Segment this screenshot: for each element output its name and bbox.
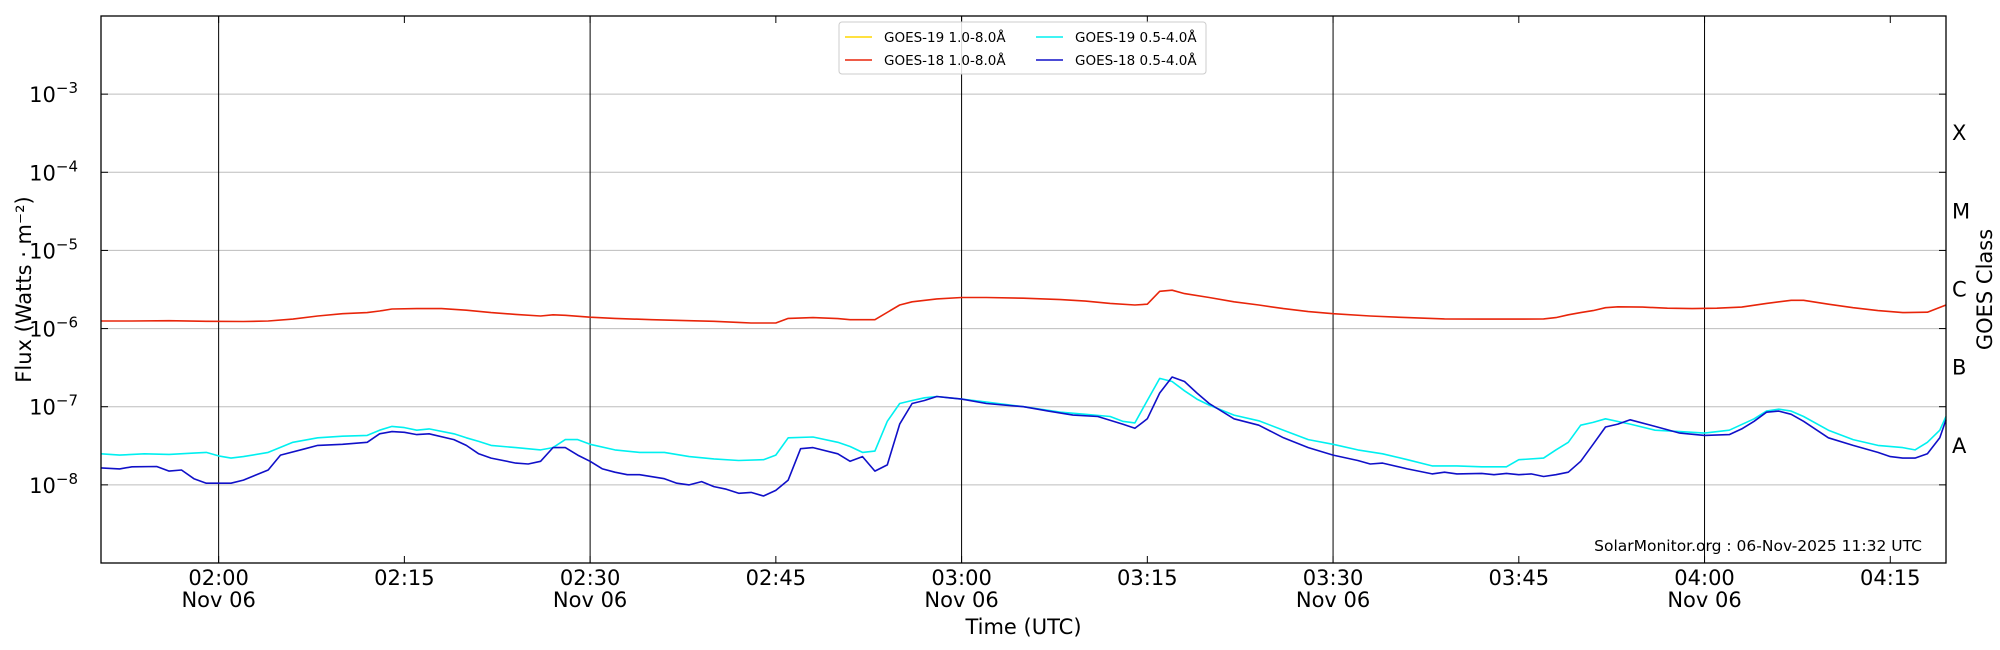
y-tick-label: 10−7 (29, 392, 78, 420)
series-line-3 (100, 376, 1947, 497)
day-separator-lines (218, 16, 1706, 563)
credit-text: SolarMonitor.org : 06-Nov-2025 11:32 UTC (1594, 537, 1922, 555)
x-tick-label: 04:15 (1860, 566, 1921, 590)
x-tick-date-label: Nov 06 (1296, 588, 1370, 612)
legend-entry-goes19-short: GOES-19 0.5-4.0Å (1036, 29, 1197, 46)
legend-entry-goes19-long: GOES-19 1.0-8.0Å (845, 29, 1006, 46)
x-tick-date-label: Nov 06 (553, 588, 627, 612)
grid-lines (101, 93, 1946, 486)
x-tick-date-label: Nov 06 (1667, 588, 1741, 612)
x-tick-label: 03:15 (1117, 566, 1178, 590)
x-tick-label: 02:30 (560, 566, 621, 590)
goes-class-label: M (1952, 199, 1970, 223)
goes-class-label: A (1952, 434, 1967, 458)
goes-class-label: B (1952, 356, 1966, 380)
y-axis-ticks: 10−8 10−7 10−6 10−5 10−4 10−3 (29, 79, 1946, 498)
x-tick-label: 02:15 (374, 566, 435, 590)
legend-entry-goes18-short: GOES-18 0.5-4.0Å (1036, 52, 1197, 69)
x-tick-date-label: Nov 06 (181, 588, 255, 612)
series-line-2 (100, 377, 1947, 468)
x-tick-label: 03:00 (931, 566, 992, 590)
y-tick-label: 10−4 (29, 157, 78, 185)
goes-class-label: C (1952, 278, 1967, 302)
legend: GOES-19 1.0-8.0Å GOES-18 1.0-8.0Å GOES-1… (838, 21, 1207, 75)
series-lines (100, 289, 1947, 497)
x-axis-label: Time (UTC) (964, 615, 1081, 639)
y-tick-label: 10−6 (29, 314, 78, 342)
y-axis-label: Flux (Watts · m⁻²) (12, 196, 36, 382)
legend-entry-goes18-long: GOES-18 1.0-8.0Å (845, 52, 1006, 69)
plot-frame (100, 15, 1947, 564)
x-tick-label: 03:45 (1489, 566, 1550, 590)
goes-class-label: X (1952, 121, 1966, 145)
x-tick-label: 04:00 (1674, 566, 1735, 590)
y-tick-label: 10−3 (29, 79, 78, 107)
y2-axis-label: GOES Class (1973, 229, 1997, 350)
legend-label: GOES-18 1.0-8.0Å (884, 52, 1006, 69)
legend-label: GOES-19 0.5-4.0Å (1075, 29, 1197, 46)
y-tick-label: 10−5 (29, 235, 78, 263)
y-tick-label: 10−8 (29, 470, 78, 498)
x-tick-label: 03:30 (1303, 566, 1364, 590)
x-tick-label: 02:00 (188, 566, 249, 590)
legend-label: GOES-18 0.5-4.0Å (1075, 52, 1197, 69)
x-tick-label: 02:45 (746, 566, 807, 590)
series-line-1 (101, 289, 1947, 324)
x-tick-date-label: Nov 06 (924, 588, 998, 612)
legend-label: GOES-19 1.0-8.0Å (884, 29, 1006, 46)
legend-box (838, 21, 1207, 75)
goes-class-labels: A B C M X (1952, 121, 1970, 458)
